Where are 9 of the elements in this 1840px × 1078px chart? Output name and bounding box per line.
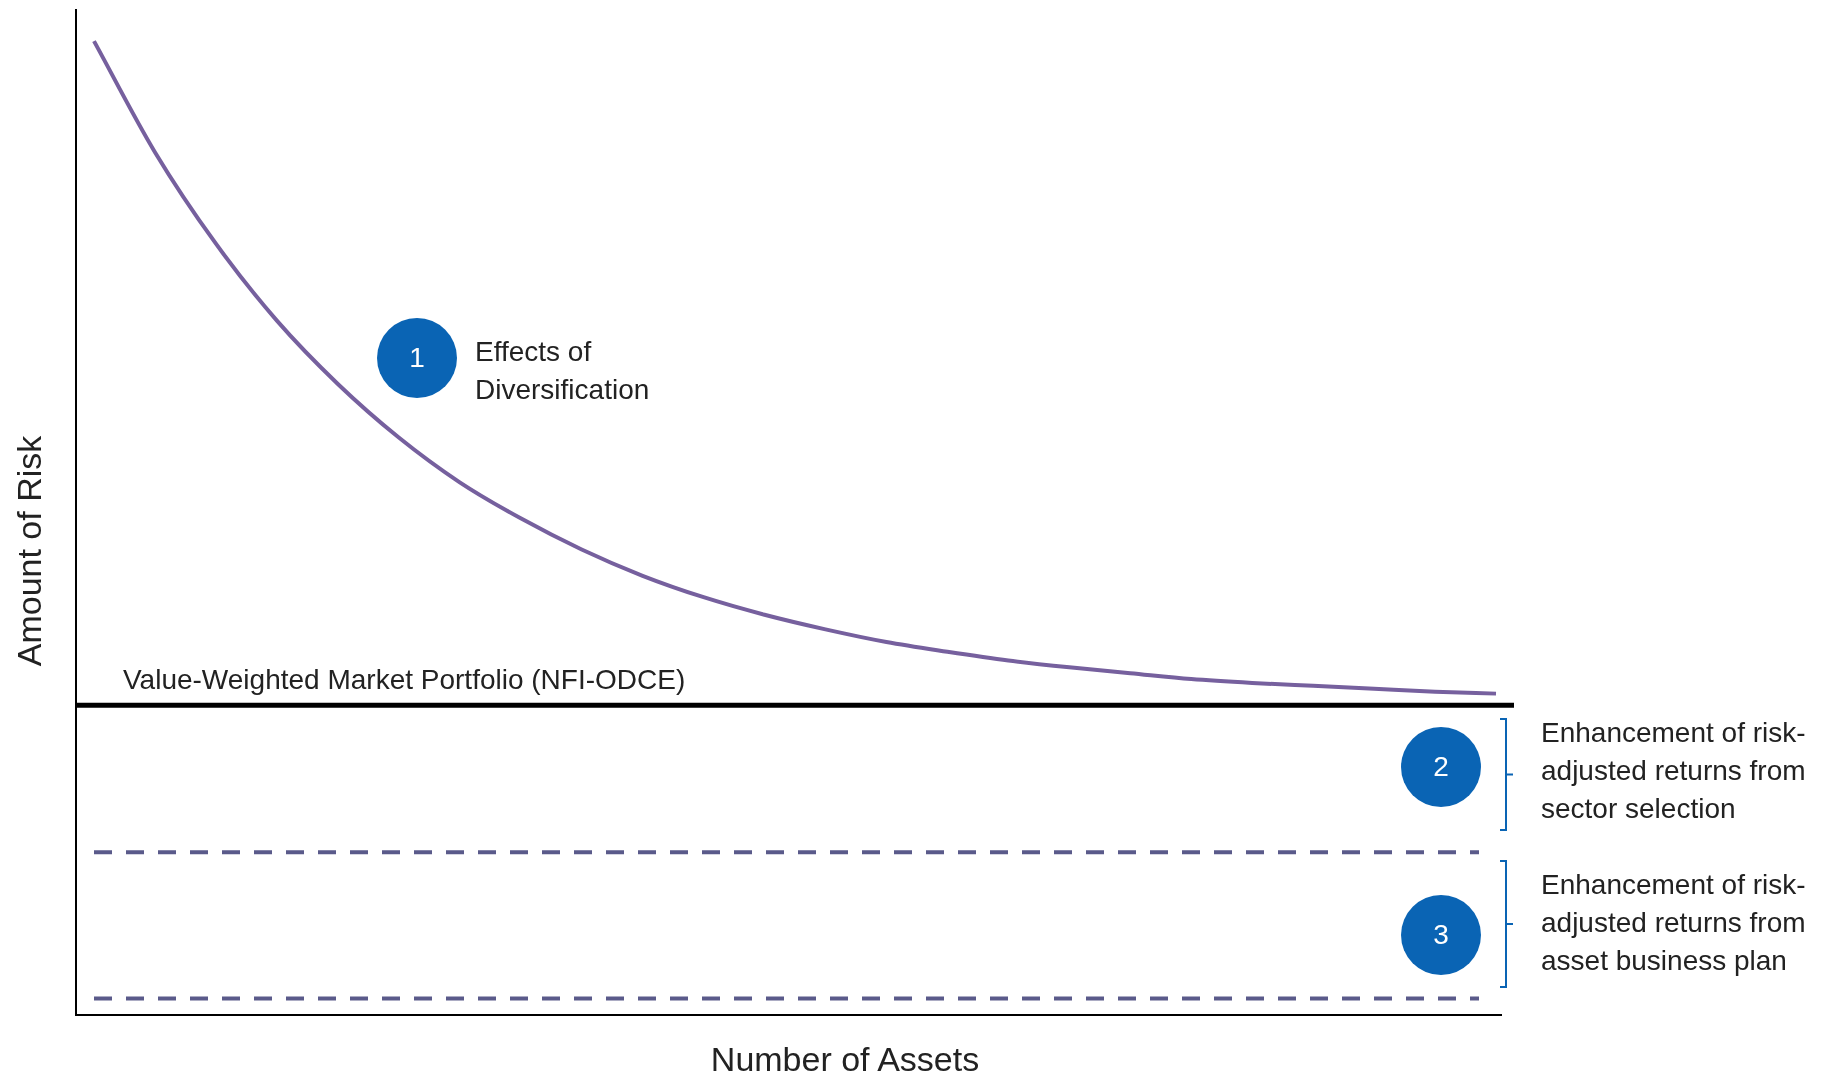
annotation: 3 xyxy=(1401,895,1481,975)
annotation: 2 xyxy=(1401,727,1481,807)
annotation: Effects of Diversification xyxy=(475,335,651,407)
text: Enhancement of risk-adjusted returns from sector selection xyxy=(1541,716,1807,826)
annotation: 1 xyxy=(377,318,457,398)
ref-line-label: Value-Weighted Market Portfolio (NFI-ODCE) xyxy=(123,664,686,696)
text: Enhancement of risk-adjusted returns from asset business plan xyxy=(1541,868,1807,978)
x-axis-title: Number of Assets xyxy=(710,1040,980,1078)
y-axis-title: Amount of Risk xyxy=(10,435,48,667)
